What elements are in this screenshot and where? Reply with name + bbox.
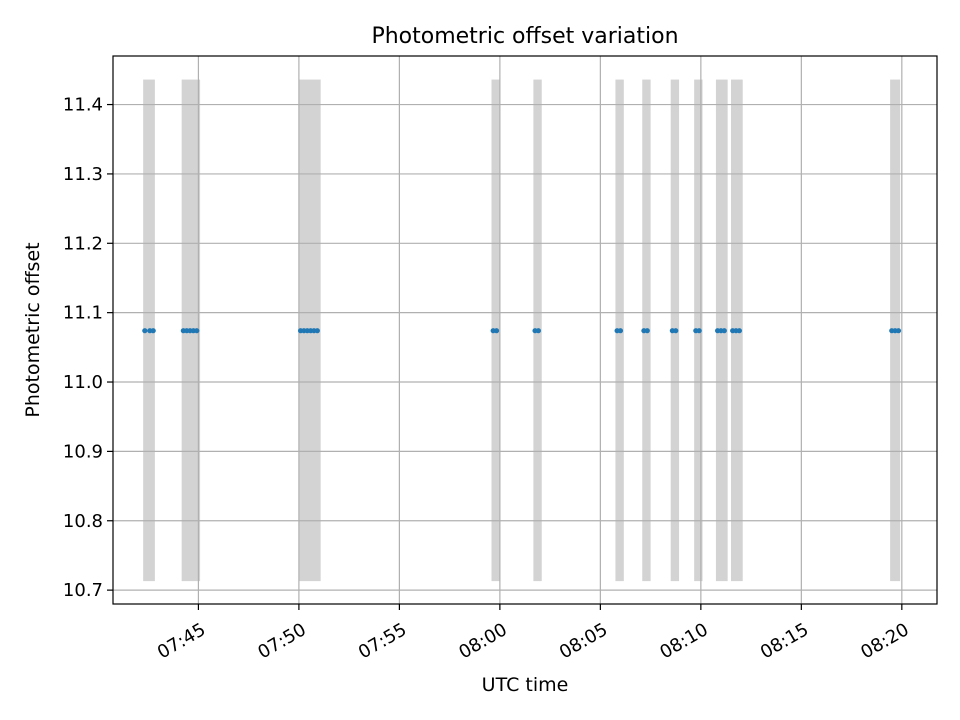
grid-lines: [113, 56, 937, 604]
data-point: [617, 328, 624, 334]
chart-title: Photometric offset variation: [371, 24, 678, 49]
plot-frame: [112, 55, 938, 605]
x-tick-label: 08:05: [556, 619, 611, 663]
data-point: [194, 328, 200, 334]
data-point: [150, 328, 156, 334]
y-tick-label: 11.3: [63, 164, 103, 185]
x-tick-label: 07:55: [355, 619, 410, 663]
y-tick-label: 11.4: [63, 95, 103, 116]
y-tick-label: 10.8: [63, 511, 103, 532]
y-tick-label: 11.2: [63, 233, 103, 254]
y-tick-label: 11.1: [63, 303, 103, 324]
data-point: [493, 328, 500, 334]
data-point: [736, 328, 742, 334]
x-tick-label: 08:15: [757, 619, 812, 663]
x-tick-label: 07:50: [254, 619, 309, 663]
y-tick-label: 10.7: [63, 580, 103, 601]
data-point: [895, 328, 902, 334]
data-points: [142, 328, 902, 334]
x-tick-label: 07:45: [154, 619, 209, 663]
x-tick-label: 08:00: [455, 619, 510, 663]
data-point: [696, 328, 702, 334]
data-point: [721, 328, 727, 334]
y-axis-ticks: 10.7 10.8 10.9 11.0 11.1 11.2 11.3 11.4: [63, 95, 113, 601]
data-point: [644, 328, 650, 334]
data-point: [314, 328, 320, 334]
y-axis-label: Photometric offset: [22, 242, 44, 417]
x-axis-ticks: 07:45 07:50 07:55 08:00 08:05 08:10 08:15 08:20: [154, 604, 913, 663]
y-tick-label: 11.0: [63, 372, 103, 393]
data-point: [673, 328, 679, 334]
x-tick-label: 08:10: [656, 619, 711, 663]
x-tick-label: 08:20: [857, 619, 912, 663]
data-point: [535, 328, 541, 334]
x-axis-label: UTC time: [482, 674, 569, 696]
shaded-bands: [143, 79, 901, 582]
y-tick-label: 10.9: [63, 441, 103, 462]
data-point: [142, 328, 148, 334]
